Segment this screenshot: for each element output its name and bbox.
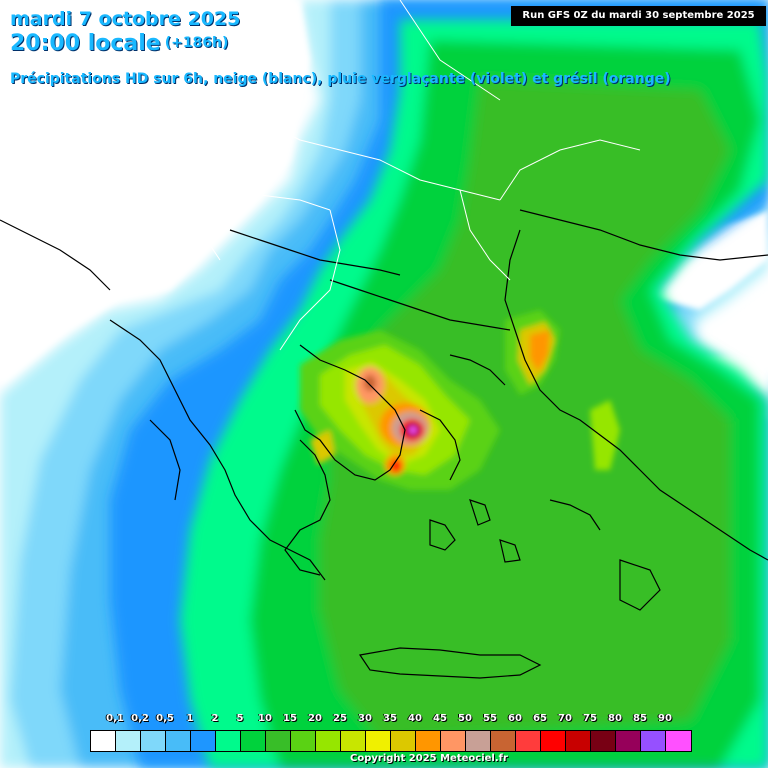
legend-label: 75: [583, 713, 597, 724]
run-info-badge: Run GFS 0Z du mardi 30 septembre 2025: [511, 6, 766, 26]
coastlines: [0, 209, 768, 679]
legend-swatch: [366, 731, 391, 751]
legend-label: 90: [658, 713, 672, 724]
legend-label: 50: [458, 713, 472, 724]
legend-swatch: [91, 731, 116, 751]
legend-swatch: [541, 731, 566, 751]
legend-label: 70: [558, 713, 572, 724]
legend-label: 1: [186, 713, 194, 724]
legend-swatch: [341, 731, 366, 751]
legend-swatch: [516, 731, 541, 751]
legend-label: 80: [608, 713, 622, 724]
legend-label: 0,5: [156, 713, 174, 724]
legend-labels: 0,1 0,2 0,5 1 2 5 10 15 20 25 30 35 40 45 50 55 60 65 70 75…: [88, 713, 672, 727]
legend-label: 2: [211, 713, 219, 724]
legend-swatch: [266, 731, 291, 751]
forecast-time: 20:00 locale (+186h): [10, 31, 228, 56]
country-borders: [99, 0, 641, 351]
legend-swatch: [591, 731, 616, 751]
legend-swatch: [241, 731, 266, 751]
legend-swatch: [316, 731, 341, 751]
legend-swatch: [491, 731, 516, 751]
legend-swatch: [666, 731, 691, 751]
lead-time: (+186h): [164, 35, 229, 51]
legend-swatch: [616, 731, 641, 751]
forecast-time-label: 20:00 locale: [10, 31, 161, 56]
legend-swatch: [191, 731, 216, 751]
legend-swatch: [141, 731, 166, 751]
legend-label: 0,1: [106, 713, 124, 724]
legend-label: 85: [633, 713, 647, 724]
legend-swatch: [116, 731, 141, 751]
legend-color-bar: [90, 730, 692, 752]
legend-label: 35: [383, 713, 397, 724]
legend-swatch: [641, 731, 666, 751]
precip-field-green: [180, 20, 768, 768]
legend-label: 20: [308, 713, 322, 724]
legend-label: 5: [236, 713, 244, 724]
legend-swatch: [466, 731, 491, 751]
legend-label: 15: [283, 713, 297, 724]
legend-swatch: [216, 731, 241, 751]
legend-swatch: [566, 731, 591, 751]
copyright: Copyright 2025 Meteociel.fr: [350, 753, 508, 764]
legend-label: 30: [358, 713, 372, 724]
legend-swatch: [391, 731, 416, 751]
legend-swatch: [416, 731, 441, 751]
legend-label: 40: [408, 713, 422, 724]
legend-label: 10: [258, 713, 272, 724]
legend-label: 55: [483, 713, 497, 724]
legend-swatch: [166, 731, 191, 751]
legend-swatch: [441, 731, 466, 751]
legend-label: 0,2: [131, 713, 149, 724]
legend-label: 45: [433, 713, 447, 724]
map-subtitle: Précipitations HD sur 6h, neige (blanc),…: [10, 71, 671, 87]
forecast-date: mardi 7 octobre 2025: [10, 8, 241, 30]
legend-label: 65: [533, 713, 547, 724]
legend-label: 60: [508, 713, 522, 724]
legend-swatch: [291, 731, 316, 751]
legend-label: 25: [333, 713, 347, 724]
